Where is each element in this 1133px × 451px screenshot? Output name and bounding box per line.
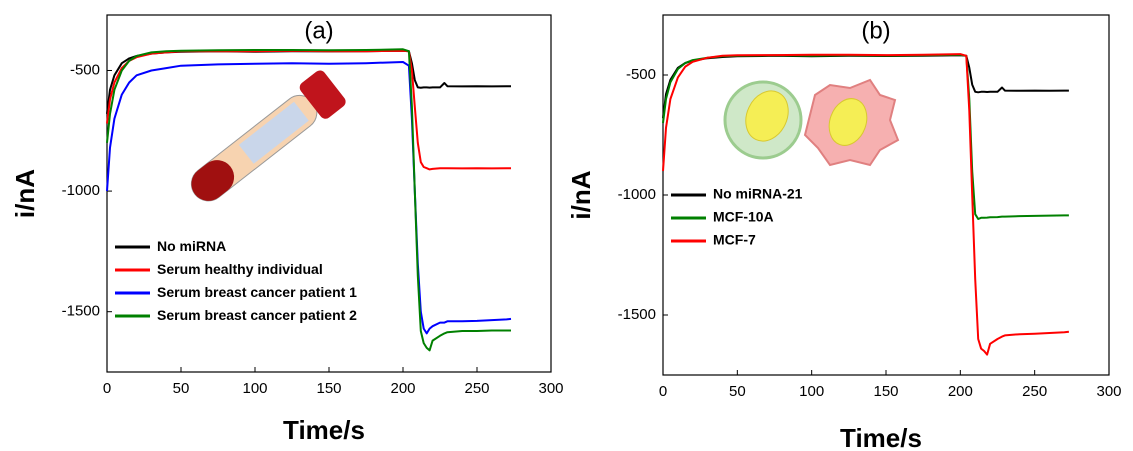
series-line — [662, 53, 1070, 356]
x-tick-label: 100 — [799, 383, 824, 400]
legend-label: Serum healthy individual — [157, 261, 323, 277]
x-tick-label: 50 — [173, 380, 190, 397]
y-tick-label: -1500 — [62, 303, 100, 320]
x-tick-label: 100 — [242, 380, 267, 397]
cell-illustration — [723, 78, 900, 167]
legend-label: MCF-10A — [713, 209, 774, 225]
tube-label — [238, 101, 309, 164]
x-tick-label: 200 — [390, 380, 415, 397]
legend-label: Serum breast cancer patient 2 — [157, 307, 357, 323]
x-tick-label: 150 — [316, 380, 341, 397]
x-tick-label: 150 — [873, 383, 898, 400]
x-axis-label: Time/s — [283, 415, 365, 445]
x-tick-label: 300 — [1096, 383, 1121, 400]
x-tick-label: 0 — [659, 383, 667, 400]
x-tick-label: 300 — [538, 380, 563, 397]
legend-label: Serum breast cancer patient 1 — [157, 284, 357, 300]
series-line — [106, 48, 511, 352]
chart-title: (a) — [304, 17, 333, 44]
healthy-nucleus — [745, 90, 789, 142]
legend-label: MCF-7 — [713, 232, 756, 248]
legend-label: No miRNA — [157, 238, 226, 254]
y-tick-label: -1500 — [618, 306, 656, 323]
x-tick-label: 0 — [103, 380, 111, 397]
cancer-nucleus — [828, 98, 868, 146]
tube-cap — [299, 70, 346, 119]
x-tick-label: 50 — [729, 383, 746, 400]
x-tick-label: 250 — [1022, 383, 1047, 400]
x-tick-label: 200 — [948, 383, 973, 400]
chart-title: (b) — [861, 17, 890, 44]
y-axis-label: i/nA — [10, 169, 40, 218]
tube-illustration — [190, 70, 346, 202]
y-tick-label: -1000 — [618, 186, 656, 203]
x-tick-label: 250 — [464, 380, 489, 397]
y-axis-label: i/nA — [566, 170, 596, 219]
legend-label: No miRNA-21 — [713, 186, 803, 202]
tube-blood — [191, 160, 235, 201]
y-tick-label: -500 — [626, 66, 656, 83]
y-tick-label: -1000 — [62, 182, 100, 199]
x-axis-label: Time/s — [840, 423, 922, 451]
y-tick-label: -500 — [70, 61, 100, 78]
